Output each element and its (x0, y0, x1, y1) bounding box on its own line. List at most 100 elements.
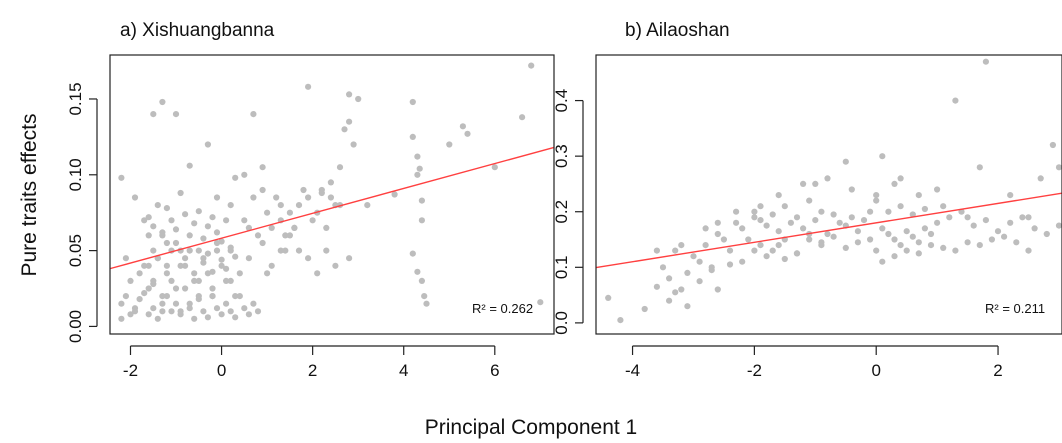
data-point (268, 262, 275, 269)
data-point (227, 244, 234, 251)
data-point (421, 293, 428, 300)
data-point (714, 286, 721, 293)
data-point (519, 114, 526, 121)
x-tick-label: -2 (123, 361, 138, 380)
data-point (327, 194, 334, 201)
data-point (848, 186, 855, 193)
data-point (150, 111, 157, 118)
data-point (678, 242, 685, 249)
data-point (309, 217, 316, 224)
data-point (1031, 225, 1038, 232)
data-point (666, 275, 673, 282)
data-point (891, 180, 898, 187)
data-point (346, 91, 353, 98)
data-point (684, 269, 691, 276)
data-point (245, 311, 252, 318)
data-point (423, 300, 430, 307)
data-point (232, 174, 239, 181)
data-point (854, 239, 862, 246)
data-point (273, 194, 280, 201)
data-point (323, 224, 330, 231)
data-point (678, 286, 685, 293)
data-point (186, 162, 193, 169)
data-point (241, 305, 248, 312)
data-point (409, 133, 416, 140)
data-point (1025, 247, 1032, 254)
data-point (141, 262, 148, 269)
data-point (909, 233, 916, 240)
data-point (684, 303, 691, 310)
data-point (236, 270, 243, 277)
data-point (250, 111, 257, 118)
data-point (282, 247, 289, 254)
data-point (213, 247, 221, 254)
y-tick-label: 0.0 (552, 311, 571, 335)
data-point (127, 277, 134, 284)
data-point (182, 255, 189, 262)
data-point (127, 311, 134, 318)
data-point (177, 262, 184, 269)
data-point (976, 164, 983, 171)
data-point (163, 262, 170, 269)
data-point (163, 270, 170, 277)
data-point (800, 180, 807, 187)
panel-title: a) Xishuangbanna (120, 20, 275, 41)
data-point (182, 211, 189, 218)
data-point (769, 211, 776, 218)
data-point (879, 225, 886, 232)
y-axis-title: Pure traits effects (18, 113, 41, 276)
data-point (191, 220, 198, 227)
data-point (739, 258, 746, 265)
data-point (867, 236, 874, 243)
data-point (200, 235, 207, 242)
y-tick-label: 0.15 (66, 82, 85, 115)
data-point (994, 228, 1002, 235)
data-point (318, 189, 325, 197)
data-point (131, 194, 139, 201)
data-point (200, 259, 207, 266)
data-point (446, 141, 453, 148)
data-point (775, 242, 782, 249)
data-point (232, 293, 239, 300)
data-point (793, 250, 801, 257)
y-tick-label: 0.10 (66, 158, 85, 191)
data-point (769, 247, 776, 254)
data-point (927, 230, 935, 238)
data-point (879, 153, 886, 160)
data-point (763, 222, 770, 229)
scatter-points (605, 58, 1062, 324)
r-squared-annotation: R² = 0.262 (472, 301, 533, 316)
data-point (1055, 222, 1062, 229)
data-point (690, 253, 697, 260)
data-point (659, 264, 667, 271)
data-point (204, 223, 211, 230)
data-point (350, 141, 357, 148)
data-point (885, 230, 892, 238)
data-point (714, 230, 721, 238)
data-point (873, 247, 880, 254)
data-point (295, 247, 303, 254)
data-point (927, 242, 935, 249)
data-point (241, 217, 248, 224)
data-point (186, 305, 193, 312)
data-point (720, 236, 728, 243)
data-point (1025, 214, 1032, 221)
data-point (277, 202, 284, 209)
data-point (915, 239, 922, 246)
data-point (213, 194, 221, 201)
data-point (714, 219, 721, 226)
data-point (264, 209, 271, 216)
data-point (154, 202, 161, 209)
scatter-points (118, 62, 544, 322)
data-point (259, 239, 266, 247)
data-point (168, 217, 175, 224)
data-point (305, 194, 312, 201)
data-point (150, 247, 157, 254)
x-tick-label: 0 (217, 361, 226, 380)
data-point (177, 189, 184, 197)
data-point (332, 262, 339, 269)
data-point (885, 208, 892, 215)
data-point (409, 250, 416, 257)
data-point (775, 228, 782, 235)
